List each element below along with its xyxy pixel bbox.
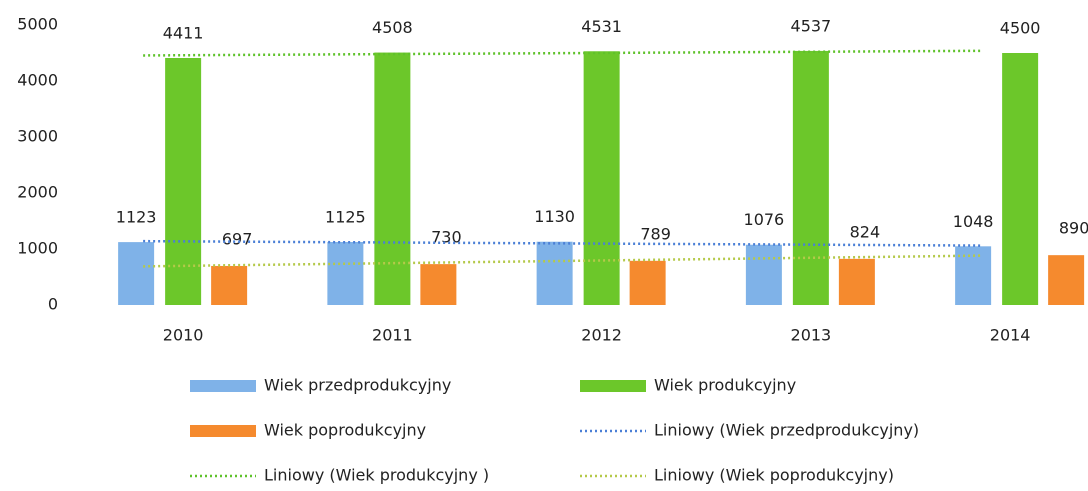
trendline — [143, 49, 981, 57]
legend-label: Liniowy (Wiek produkcyjny ) — [264, 466, 489, 485]
data-label: 824 — [850, 222, 881, 241]
bar — [583, 51, 620, 305]
legend-label: Liniowy (Wiek poprodukcyjny) — [654, 466, 894, 485]
x-tick-label: 2014 — [990, 326, 1031, 345]
legend-label: Wiek przedprodukcyjny — [264, 376, 451, 395]
x-tick-label: 2011 — [372, 326, 413, 345]
data-label: 1130 — [534, 207, 575, 226]
bar — [211, 265, 248, 305]
data-label: 697 — [222, 229, 253, 248]
bar — [838, 258, 875, 305]
data-label: 4411 — [163, 23, 204, 42]
x-tick-label: 2013 — [791, 326, 832, 345]
y-tick-label: 0 — [48, 295, 58, 314]
bar — [1002, 53, 1039, 305]
bar — [792, 50, 829, 305]
y-tick-label: 1000 — [17, 239, 58, 258]
bar — [745, 244, 782, 305]
data-label: 4537 — [791, 16, 832, 35]
y-tick-label: 3000 — [17, 127, 58, 146]
data-label: 1125 — [325, 208, 366, 227]
y-tick-label: 2000 — [17, 183, 58, 202]
bar — [629, 260, 666, 305]
bar — [118, 242, 155, 305]
data-label: 1123 — [116, 208, 157, 227]
x-tick-label: 2012 — [581, 326, 622, 345]
bar — [165, 57, 202, 305]
bar — [1048, 255, 1085, 305]
legend-label: Wiek produkcyjny — [654, 376, 796, 395]
x-tick-label: 2010 — [163, 326, 204, 345]
legend-label: Liniowy (Wiek przedprodukcyjny) — [654, 421, 919, 440]
y-tick-label: 4000 — [17, 71, 58, 90]
y-tick-label: 5000 — [17, 15, 58, 34]
bar — [536, 241, 573, 305]
legend-swatch — [190, 380, 256, 392]
data-label: 730 — [431, 228, 462, 247]
data-label: 1076 — [744, 210, 785, 229]
bar — [374, 52, 411, 305]
legend-swatch — [190, 425, 256, 437]
data-label: 4508 — [372, 18, 413, 37]
data-label: 4531 — [581, 17, 622, 36]
legend-swatch — [580, 380, 646, 392]
bar — [420, 264, 457, 305]
data-label: 890 — [1059, 219, 1088, 238]
legend-label: Wiek poprodukcyjny — [264, 421, 426, 440]
data-label: 4500 — [1000, 19, 1041, 38]
bar — [327, 242, 364, 305]
data-label: 1048 — [953, 212, 994, 231]
data-label: 789 — [640, 224, 671, 243]
